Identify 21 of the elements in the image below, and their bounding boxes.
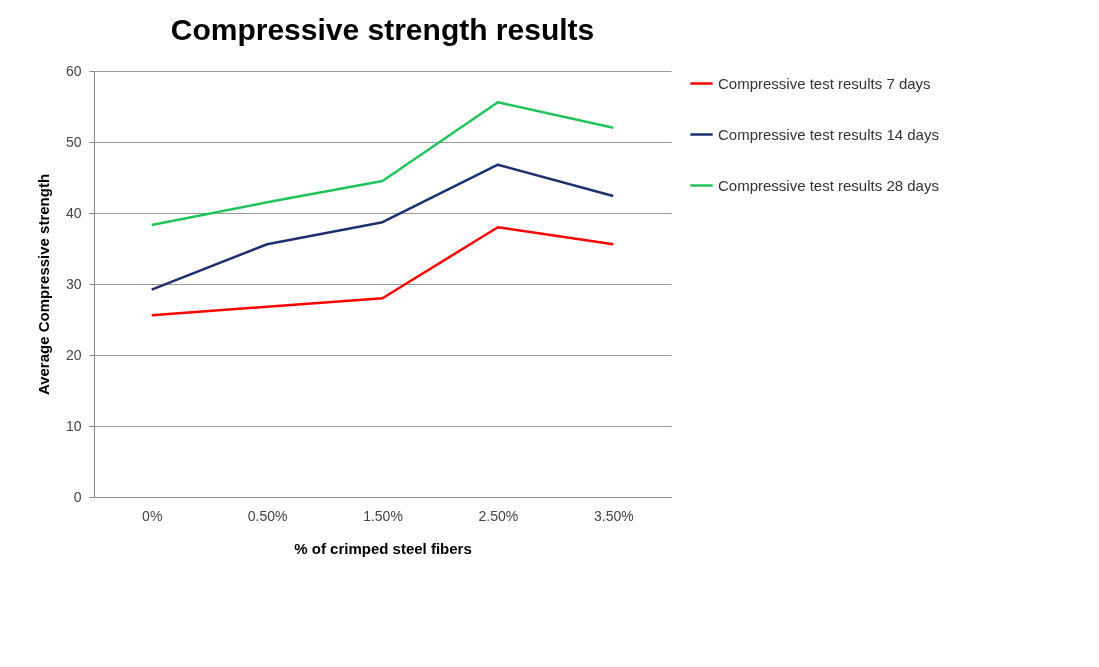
line-series: [150, 100, 615, 227]
legend-label: Compressive test results 7 days: [718, 74, 931, 92]
legend-label: Compressive test results 14 days: [718, 125, 939, 143]
chart-title: Compressive strength results: [170, 13, 595, 46]
x-tick-label: 1.50%: [363, 507, 403, 524]
y-tick-label: 0: [73, 488, 82, 505]
x-tick-label: 0.50%: [247, 507, 288, 524]
y-tick-label: 10: [65, 417, 82, 434]
y-tick-label: 40: [65, 204, 82, 221]
x-axis-title: % of crimped steel fibers: [294, 539, 472, 557]
x-tick-label: 2.50%: [478, 507, 519, 524]
line-series: [150, 225, 615, 317]
x-tick-label: 0%: [142, 507, 163, 524]
y-tick-label: 60: [65, 62, 82, 79]
x-tick-label: 3.50%: [593, 507, 634, 524]
y-axis-title: Average Compressive strength: [34, 173, 52, 396]
y-tick-label: 50: [65, 133, 82, 150]
line-series: [150, 163, 615, 291]
y-tick-label: 30: [65, 275, 82, 292]
legend-label: Compressive test results 28 days: [718, 176, 939, 194]
y-tick-label: 20: [65, 346, 82, 363]
